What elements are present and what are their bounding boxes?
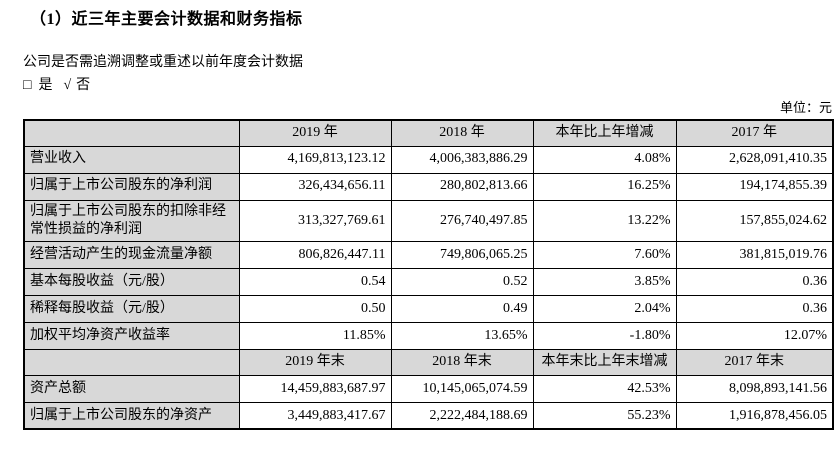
table-row-total-assets: 资产总额 14,459,883,687.97 10,145,065,074.59… bbox=[23, 374, 834, 403]
value-change: 7.60% bbox=[532, 240, 677, 269]
annual-header-change: 本年比上年增减 bbox=[532, 119, 677, 147]
row-label: 基本每股收益（元/股） bbox=[23, 267, 240, 296]
value-2017: 157,855,024.62 bbox=[675, 199, 834, 242]
row-label: 营业收入 bbox=[23, 145, 240, 174]
value-change: 42.53% bbox=[532, 374, 677, 403]
value-2019: 806,826,447.11 bbox=[238, 240, 392, 269]
restatement-answer-line: □ 是 √ 否 bbox=[23, 74, 90, 94]
value-2017: 0.36 bbox=[675, 294, 834, 323]
value-2018: 10,145,065,074.59 bbox=[390, 374, 534, 403]
yearend-header-row: 2019 年末 2018 年末 本年末比上年末增减 2017 年末 bbox=[23, 348, 834, 376]
row-label: 经营活动产生的现金流量净额 bbox=[23, 240, 240, 269]
annual-header-2019: 2019 年 bbox=[238, 119, 392, 147]
value-2018: 13.65% bbox=[390, 321, 534, 350]
table-row-diluted-eps: 稀释每股收益（元/股） 0.50 0.49 2.04% 0.36 bbox=[23, 294, 834, 323]
value-2017: 381,815,019.76 bbox=[675, 240, 834, 269]
table-row-net-profit-excl-nonrecurring: 归属于上市公司股东的扣除非经常性损益的净利润 313,327,769.61 27… bbox=[23, 199, 834, 242]
value-change: -1.80% bbox=[532, 321, 677, 350]
unit-label: 单位：元 bbox=[779, 100, 832, 115]
yearend-header-2018: 2018 年末 bbox=[390, 348, 534, 376]
value-2017: 12.07% bbox=[675, 321, 834, 350]
value-2017: 8,098,893,141.56 bbox=[675, 374, 834, 403]
restatement-question: 公司是否需追溯调整或重述以前年度会计数据 bbox=[23, 55, 303, 70]
annual-header-2018: 2018 年 bbox=[390, 119, 534, 147]
value-change: 13.22% bbox=[532, 199, 677, 242]
value-2017: 1,916,878,456.05 bbox=[675, 401, 834, 430]
row-label: 资产总额 bbox=[23, 374, 240, 403]
value-change: 4.08% bbox=[532, 145, 677, 174]
table-row-weighted-avg-roe: 加权平均净资产收益率 11.85% 13.65% -1.80% 12.07% bbox=[23, 321, 834, 350]
yearend-header-empty-cell bbox=[23, 348, 240, 376]
value-2018: 0.52 bbox=[390, 267, 534, 296]
value-2019: 326,434,656.11 bbox=[238, 172, 392, 201]
table-row-operating-cash-flow: 经营活动产生的现金流量净额 806,826,447.11 749,806,065… bbox=[23, 240, 834, 269]
value-2018: 0.49 bbox=[390, 294, 534, 323]
checkbox-unchecked-icon: □ bbox=[23, 78, 32, 93]
table-row-basic-eps: 基本每股收益（元/股） 0.54 0.52 3.85% 0.36 bbox=[23, 267, 834, 296]
value-2019: 0.50 bbox=[238, 294, 392, 323]
row-label: 归属于上市公司股东的净资产 bbox=[23, 401, 240, 430]
checkmark-icon: √ bbox=[63, 78, 72, 93]
value-2018: 280,802,813.66 bbox=[390, 172, 534, 201]
row-label: 归属于上市公司股东的扣除非经常性损益的净利润 bbox=[23, 199, 240, 242]
value-2019: 3,449,883,417.67 bbox=[238, 401, 392, 430]
row-label: 加权平均净资产收益率 bbox=[23, 321, 240, 350]
value-2018: 4,006,383,886.29 bbox=[390, 145, 534, 174]
value-2018: 276,740,497.85 bbox=[390, 199, 534, 242]
value-2017: 0.36 bbox=[675, 267, 834, 296]
value-2018: 749,806,065.25 bbox=[390, 240, 534, 269]
yearend-header-2019: 2019 年末 bbox=[238, 348, 392, 376]
row-label: 归属于上市公司股东的净利润 bbox=[23, 172, 240, 201]
financial-indicators-table: 2019 年 2018 年 本年比上年增减 2017 年 营业收入 4,169,… bbox=[23, 119, 834, 431]
annual-header-row: 2019 年 2018 年 本年比上年增减 2017 年 bbox=[23, 119, 834, 147]
answer-no-label: 否 bbox=[76, 78, 91, 93]
table-row-revenue: 营业收入 4,169,813,123.12 4,006,383,886.29 4… bbox=[23, 145, 834, 174]
annual-header-empty-cell bbox=[23, 119, 240, 147]
answer-yes-label: 是 bbox=[38, 78, 53, 93]
yearend-header-change: 本年末比上年末增减 bbox=[532, 348, 677, 376]
value-2017: 194,174,855.39 bbox=[675, 172, 834, 201]
table-row-net-assets: 归属于上市公司股东的净资产 3,449,883,417.67 2,222,484… bbox=[23, 401, 834, 430]
value-change: 3.85% bbox=[532, 267, 677, 296]
value-2019: 313,327,769.61 bbox=[238, 199, 392, 242]
row-label: 稀释每股收益（元/股） bbox=[23, 294, 240, 323]
section-title: （1）近三年主要会计数据和财务指标 bbox=[30, 11, 303, 28]
value-change: 2.04% bbox=[532, 294, 677, 323]
value-2018: 2,222,484,188.69 bbox=[390, 401, 534, 430]
annual-header-2017: 2017 年 bbox=[675, 119, 834, 147]
value-2019: 11.85% bbox=[238, 321, 392, 350]
yearend-header-2017: 2017 年末 bbox=[675, 348, 834, 376]
value-change: 16.25% bbox=[532, 172, 677, 201]
value-2019: 14,459,883,687.97 bbox=[238, 374, 392, 403]
value-2019: 0.54 bbox=[238, 267, 392, 296]
value-change: 55.23% bbox=[532, 401, 677, 430]
value-2019: 4,169,813,123.12 bbox=[238, 145, 392, 174]
table-row-net-profit: 归属于上市公司股东的净利润 326,434,656.11 280,802,813… bbox=[23, 172, 834, 201]
value-2017: 2,628,091,410.35 bbox=[675, 145, 834, 174]
